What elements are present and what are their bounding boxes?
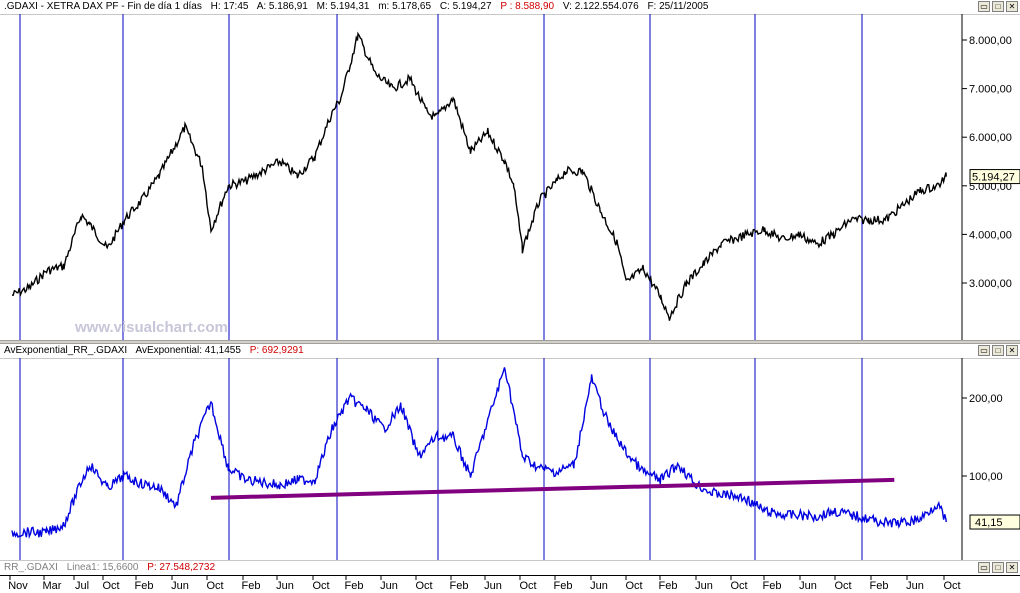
x-axis-tick-label: Oct xyxy=(206,580,223,592)
x-axis-tick-label: Oct xyxy=(415,580,432,592)
rr-pane-header[interactable]: RR_.GDAXI Linea1: 15,6600 P: 27.548,2732… xyxy=(0,560,1020,575)
x-axis-tick-label: Oct xyxy=(730,580,747,592)
x-axis-tick-label: Feb xyxy=(450,580,469,592)
indicator-name: AvExponential_RR_.GDAXI xyxy=(4,345,128,356)
price-current-value: 5.194,27 xyxy=(972,172,1015,184)
x-axis-tick-label: Feb xyxy=(135,580,154,592)
x-axis-tick-label: Oct xyxy=(519,580,536,592)
x-axis-tick-label: Jun xyxy=(695,580,713,592)
window-buttons: ▭ □ ✕ xyxy=(978,1,1018,12)
x-axis: Nov Mar Jul Oct Feb Jun Oct Feb Jun Oct Feb Jun Oct F… xyxy=(0,575,1020,593)
x-axis-tick-label: Jun xyxy=(590,580,608,592)
price-y-tick-label: 8.000,00 xyxy=(969,35,1012,47)
x-axis-tick-label: Mar xyxy=(43,580,62,592)
x-axis-tick-label: Jun xyxy=(276,580,294,592)
x-axis-tick-label: Feb xyxy=(870,580,889,592)
indicator-close-button[interactable]: ✕ xyxy=(1006,345,1018,356)
price-series-line xyxy=(11,31,947,321)
x-axis-svg: Nov Mar Jul Oct Feb Jun Oct Feb Jun Oct Feb Jun Oct F… xyxy=(8,576,961,592)
indicator-maximize-button[interactable]: □ xyxy=(992,345,1004,356)
indicator-window-buttons: ▭ □ ✕ xyxy=(978,345,1018,356)
x-axis-tick-label: Feb xyxy=(242,580,261,592)
indicator-p-value: P: 692,9291 xyxy=(249,345,304,356)
x-axis-tick-label: Feb xyxy=(659,580,678,592)
indicator-pane[interactable]: AvExponential_RR_.GDAXI AvExponential: 4… xyxy=(0,344,1020,560)
x-axis-tick-label: Oct xyxy=(625,580,642,592)
x-axis-tick-label: Jun xyxy=(171,580,189,592)
rr-value: Linea1: 15,6600 xyxy=(66,562,139,573)
x-axis-tick-label: Jun xyxy=(906,580,924,592)
rr-maximize-button[interactable]: □ xyxy=(992,562,1004,573)
symbol-title: .GDAXI - XETRA DAX PF - Fin de día 1 día… xyxy=(4,1,202,12)
close-button[interactable]: ✕ xyxy=(1006,1,1018,12)
price-chart[interactable]: 3.000,004.000,005.000,006.000,007.000,00… xyxy=(0,14,1020,340)
restore-button[interactable]: ▭ xyxy=(978,1,990,12)
indicator-pane-header: AvExponential_RR_.GDAXI AvExponential: 4… xyxy=(0,344,1020,359)
pane-separator[interactable] xyxy=(0,340,1020,344)
trend-line[interactable] xyxy=(210,477,895,500)
price-y-tick-label: 7.000,00 xyxy=(969,84,1012,96)
x-axis-tick-label: Feb xyxy=(345,580,364,592)
max-value: M: 5.194,31 xyxy=(316,1,370,12)
x-axis-tick-label: Jul xyxy=(75,580,89,592)
x-axis-tick-label: Oct xyxy=(102,580,119,592)
p-value: P : 8.588,90 xyxy=(500,1,555,12)
x-axis-tick-label: Feb xyxy=(763,580,782,592)
price-current-marker: 5.194,27 xyxy=(969,169,1020,185)
volume-value: V: 2.122.554.076 xyxy=(562,1,639,12)
price-y-tick-label: 4.000,00 xyxy=(969,229,1012,241)
x-axis-tick-label: Jun xyxy=(799,580,817,592)
indicator-series-line xyxy=(11,367,947,539)
indicator-chart[interactable]: 100,00 200,00 41,15 xyxy=(0,358,1020,560)
maximize-button[interactable]: □ xyxy=(992,1,1004,12)
rr-p-value: P: 27.548,2732 xyxy=(147,562,216,573)
indicator-restore-button[interactable]: ▭ xyxy=(978,345,990,356)
date-value: F: 25/11/2005 xyxy=(647,1,709,12)
min-value: m: 5.178,65 xyxy=(378,1,432,12)
indicator-current-value: 41,15 xyxy=(975,517,1003,529)
price-y-tick-label: 3.000,00 xyxy=(969,278,1012,290)
rr-window-buttons: ▭ □ ✕ xyxy=(978,562,1018,573)
x-axis-tick-label: Oct xyxy=(943,580,960,592)
close-value: C: 5.194,27 xyxy=(439,1,492,12)
price-pane-header: .GDAXI - XETRA DAX PF - Fin de día 1 día… xyxy=(0,0,1020,15)
price-pane[interactable]: .GDAXI - XETRA DAX PF - Fin de día 1 día… xyxy=(0,0,1020,340)
rr-close-button[interactable]: ✕ xyxy=(1006,562,1018,573)
high-time: H: 17:45 xyxy=(210,1,249,12)
x-axis-tick-label: Oct xyxy=(834,580,851,592)
rr-restore-button[interactable]: ▭ xyxy=(978,562,990,573)
watermark: www.visualchart.com xyxy=(74,319,228,336)
x-axis-tick-label: Feb xyxy=(554,580,573,592)
indicator-current-marker: 41,15 xyxy=(969,514,1020,530)
x-axis-tick-label: Jun xyxy=(380,580,398,592)
price-y-tick-label: 6.000,00 xyxy=(969,132,1012,144)
indicator-value: AvExponential: 41,1455 xyxy=(135,345,241,356)
rr-name: RR_.GDAXI xyxy=(4,562,58,573)
x-axis-tick-label: Oct xyxy=(312,580,329,592)
x-axis-tick-label: Jun xyxy=(484,580,502,592)
x-axis-tick-label: Nov xyxy=(8,580,28,592)
indicator-y-tick-label: 100,00 xyxy=(969,471,1003,483)
open-value: A: 5.186,91 xyxy=(256,1,308,12)
indicator-y-tick-label: 200,00 xyxy=(969,393,1003,405)
